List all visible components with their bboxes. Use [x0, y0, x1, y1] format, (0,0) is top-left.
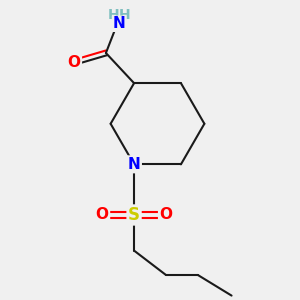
Text: O: O	[159, 208, 172, 223]
Text: H: H	[107, 8, 119, 22]
Text: S: S	[128, 206, 140, 224]
Text: N: N	[113, 16, 125, 31]
Text: H: H	[119, 8, 131, 22]
Text: O: O	[96, 208, 109, 223]
Text: O: O	[68, 55, 80, 70]
Text: N: N	[128, 157, 140, 172]
